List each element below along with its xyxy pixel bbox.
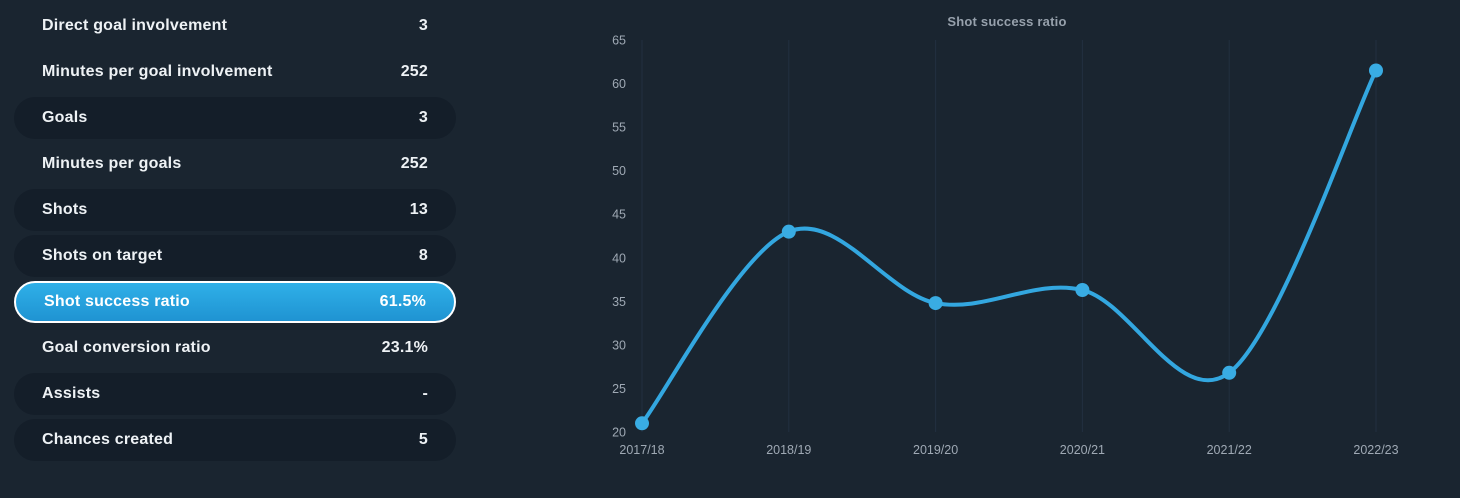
data-point[interactable] [1369,63,1383,78]
chart-title: Shot success ratio [947,14,1067,29]
stat-value: 61.5% [379,293,426,310]
list-item[interactable]: Assists - [14,373,456,415]
stat-label: Minutes per goals [42,155,182,172]
data-point[interactable] [781,224,796,239]
y-tick-label: 35 [612,295,626,309]
y-tick-label: 30 [612,338,626,352]
x-tick-label: 2017/18 [619,443,664,457]
list-item[interactable]: Chances created 5 [14,419,456,461]
line-chart: 20 25 30 35 40 45 50 55 60 65 2017/18 2018/19 2019/2… [612,34,1399,458]
y-tick-label: 55 [612,121,626,135]
x-tick-label: 2018/19 [766,443,811,457]
data-point[interactable] [635,416,649,431]
data-point[interactable] [1075,283,1090,298]
stat-value: 23.1% [381,339,428,356]
stat-label: Goal conversion ratio [42,339,211,356]
x-tick-label: 2020/21 [1060,443,1105,457]
stat-label: Shots on target [42,247,163,264]
stat-value: 13 [409,201,428,218]
list-item[interactable]: Shots on target 8 [14,235,456,277]
data-point[interactable] [928,296,943,311]
chart-panel: Shot success ratio 20 25 30 35 40 45 50 55 60 65 2… [572,8,1442,490]
list-item[interactable]: Minutes per goal involvement 252 [14,51,456,93]
list-item-selected[interactable]: Shot success ratio 61.5% [14,281,456,323]
list-item[interactable]: Goal conversion ratio 23.1% [14,327,456,369]
stat-value: - [422,385,428,402]
x-tick-label: 2022/23 [1353,443,1398,457]
stat-label: Shot success ratio [44,293,190,310]
stat-value: 3 [418,109,428,126]
stat-label: Chances created [42,431,174,448]
stat-value: 252 [400,63,428,80]
stats-panel: Direct goal involvement 3 Minutes per go… [14,0,456,465]
series-line [640,68,1378,426]
list-item[interactable]: Direct goal involvement 3 [14,5,456,47]
stat-value: 5 [418,431,428,448]
x-tick-label: 2021/22 [1207,443,1252,457]
stat-label: Shots [42,201,88,218]
list-item[interactable]: Shots 13 [14,189,456,231]
list-item[interactable]: Goals 3 [14,97,456,139]
y-tick-label: 45 [612,208,626,222]
x-tick-label: 2019/20 [913,443,958,457]
y-tick-label: 65 [612,34,626,48]
y-tick-label: 40 [612,251,626,265]
y-tick-label: 20 [612,426,626,440]
stat-label: Goals [42,109,88,126]
y-tick-label: 60 [612,77,626,91]
list-item[interactable]: Minutes per goals 252 [14,143,456,185]
y-tick-label: 25 [612,382,626,396]
stat-label: Assists [42,385,101,402]
stat-value: 3 [418,17,428,34]
stat-value: 8 [418,247,428,264]
stat-label: Minutes per goal involvement [42,63,273,80]
data-point[interactable] [1222,365,1237,380]
stat-value: 252 [400,155,428,172]
stat-label: Direct goal involvement [42,17,228,34]
y-tick-label: 50 [612,164,626,178]
